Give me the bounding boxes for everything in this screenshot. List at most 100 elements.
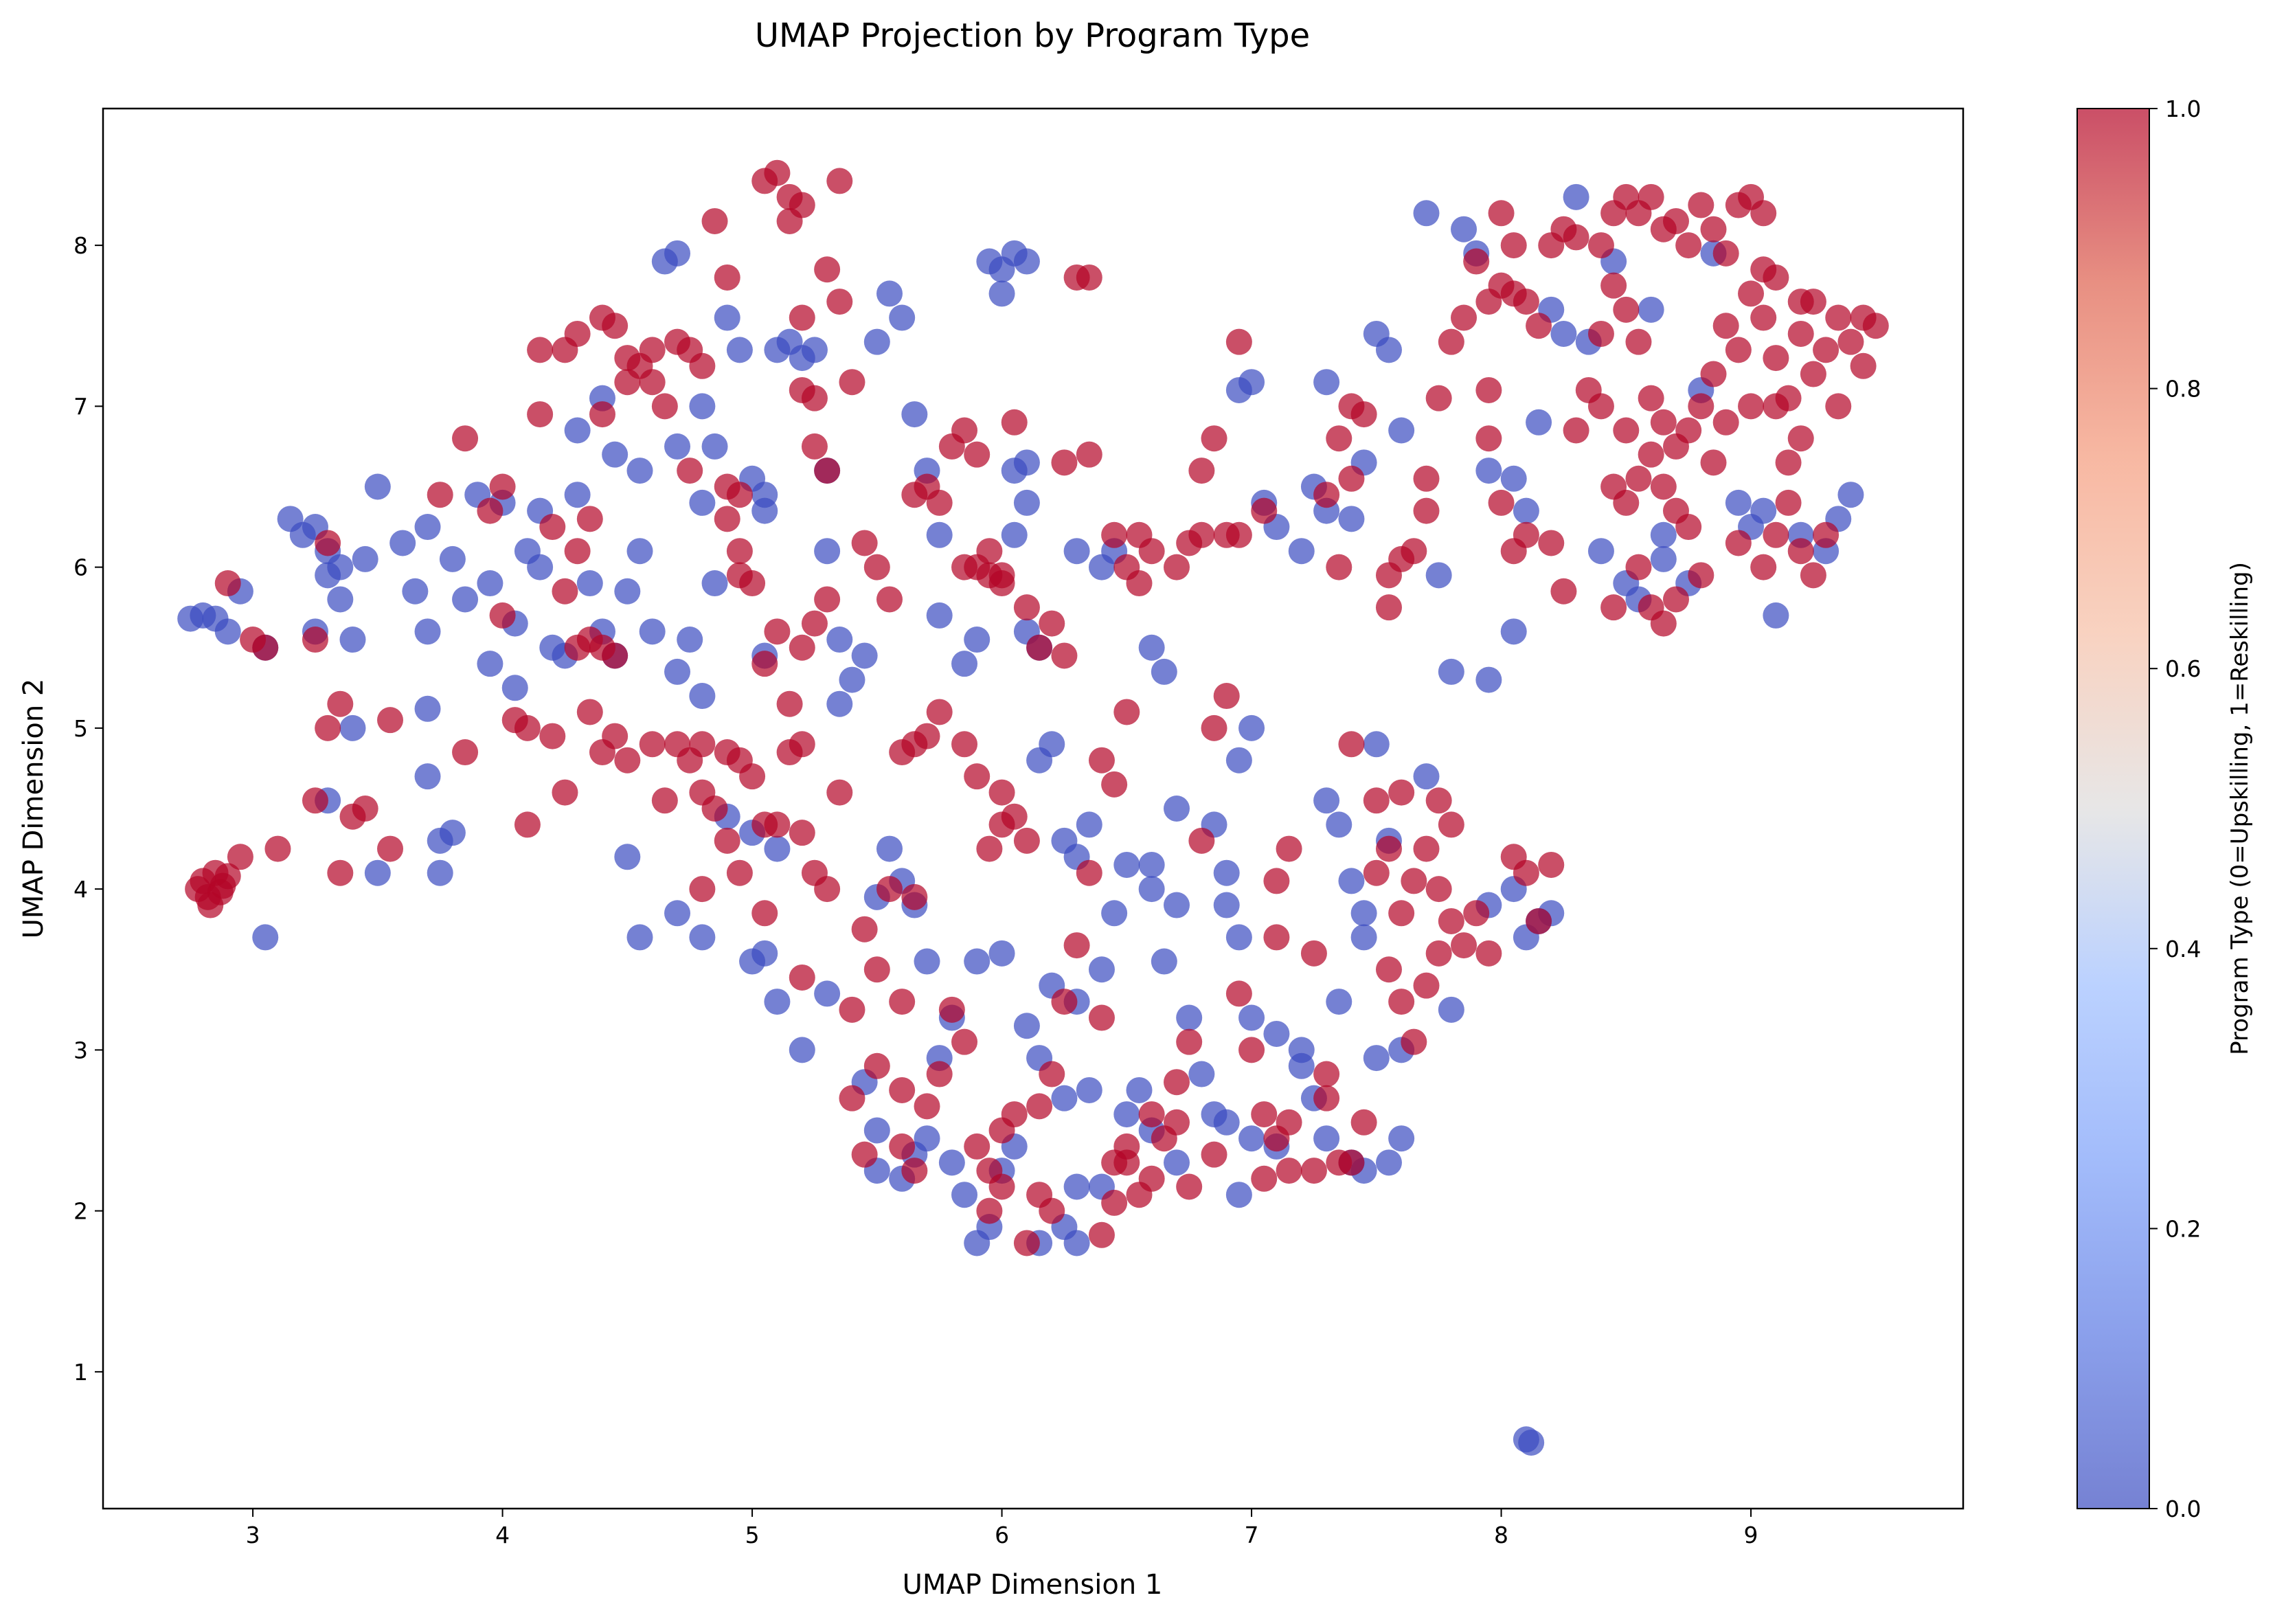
reskilling-point [814,876,841,903]
reskilling-point [576,699,603,725]
reskilling-point [801,433,828,460]
reskilling-point [826,779,853,806]
upskilling-point [1425,562,1452,589]
reskilling-point [876,586,903,613]
reskilling-point [789,634,815,661]
reskilling-point [1550,578,1577,605]
upskilling-point [1225,747,1252,774]
upskilling-point [1338,868,1365,894]
reskilling-point [1712,313,1739,339]
plot-frame [102,107,1965,1510]
upskilling-point [1513,497,1539,524]
upskilling-point [1201,1101,1227,1128]
reskilling-point [1164,1109,1190,1136]
reskilling-point [1712,409,1739,436]
upskilling-point [764,835,791,862]
upskilling-point [851,642,878,669]
upskilling-point [439,545,466,572]
reskilling-point [427,482,453,508]
upskilling-point [1313,787,1340,814]
upskilling-point [1500,618,1527,645]
reskilling-point [851,916,878,943]
upskilling-point [988,280,1015,307]
reskilling-point [207,879,234,905]
upskilling-point [527,554,554,580]
upskilling-point [1013,1013,1040,1039]
upskilling-point [1164,796,1190,822]
reskilling-point [739,763,766,790]
reskilling-point [527,337,554,363]
reskilling-point [1164,554,1190,580]
reskilling-point [514,714,541,741]
upskilling-point [826,690,853,717]
upskilling-point [964,1230,991,1256]
upskilling-point [1313,369,1340,396]
reskilling-point [726,538,753,565]
reskilling-point [714,264,740,291]
chart-title: UMAP Projection by Program Type [755,16,1310,55]
upskilling-point [1338,506,1365,532]
reskilling-point [1363,787,1390,814]
reskilling-point [1251,497,1278,524]
upskilling-point [389,530,416,556]
reskilling-point [1101,771,1128,798]
upskilling-point [614,844,641,870]
upskilling-point [576,570,603,597]
reskilling-point [1201,1141,1227,1168]
reskilling-point [1787,538,1814,565]
reskilling-point [564,538,591,565]
reskilling-point [951,731,978,758]
reskilling-point [552,578,578,605]
upskilling-point [1363,731,1390,758]
colorbar-tick-label: 0.4 [2165,936,2201,962]
upskilling-point [414,514,441,541]
x-tick-label: 5 [745,1522,760,1548]
reskilling-point [889,1133,916,1160]
reskilling-point [764,811,791,838]
reskilling-point [452,739,479,766]
reskilling-point [1388,989,1415,1015]
reskilling-point [1300,1158,1327,1184]
reskilling-point [1425,787,1452,814]
upskilling-point [1518,1429,1545,1456]
reskilling-point [1188,827,1215,854]
upskilling-point [1587,538,1614,565]
reskilling-point [1638,441,1664,468]
upskilling-point [1039,731,1065,758]
reskilling-point [1263,924,1290,951]
reskilling-point [1463,900,1490,927]
reskilling-point [714,506,740,532]
upskilling-point [327,586,354,613]
reskilling-point [1276,1158,1302,1184]
upskilling-point [701,433,728,460]
reskilling-point [315,714,341,741]
reskilling-point [377,835,404,862]
reskilling-point [1088,1004,1115,1031]
upskilling-point [1288,1037,1315,1063]
upskilling-point [1413,763,1440,790]
reskilling-point [1625,465,1652,492]
reskilling-point [789,731,815,758]
reskilling-point [1488,489,1515,516]
reskilling-point [477,497,503,524]
reskilling-point [1338,1149,1365,1176]
upskilling-point [826,627,853,653]
reskilling-point [764,159,791,186]
reskilling-point [602,642,629,669]
reskilling-point [789,820,815,846]
x-tick-label: 4 [495,1522,510,1548]
reskilling-point [1276,835,1302,862]
reskilling-point [1401,868,1427,894]
reskilling-point [1176,530,1203,556]
reskilling-point [1451,932,1478,959]
reskilling-point [1700,449,1727,476]
reskilling-point [1076,264,1102,291]
reskilling-point [1837,328,1864,355]
reskilling-point [1825,393,1852,420]
upskilling-point [252,924,279,951]
upskilling-point [327,554,354,580]
reskilling-point [1451,304,1478,331]
reskilling-point [452,425,479,452]
reskilling-point [539,723,566,749]
reskilling-point [988,562,1015,589]
